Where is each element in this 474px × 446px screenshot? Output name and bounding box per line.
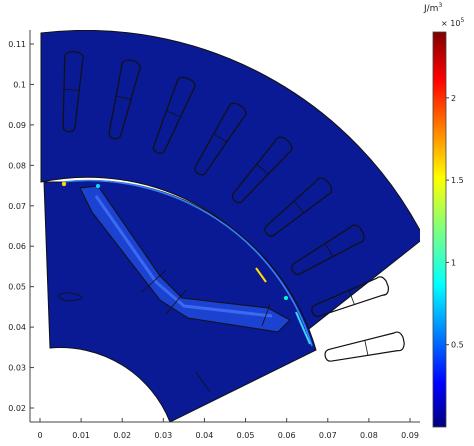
stator-slot <box>264 177 333 237</box>
stator-region <box>40 30 420 333</box>
stator-slot-divider <box>256 163 269 175</box>
stator-slot-divider <box>115 95 132 100</box>
y-tick-label: 0.06 <box>8 242 26 251</box>
stator-slot-divider <box>348 289 355 306</box>
stator-slot <box>291 224 365 276</box>
stator-slot <box>152 76 196 154</box>
stator-slot <box>324 331 405 362</box>
y-tick-label: 0.07 <box>8 202 26 211</box>
stator-slot-divider <box>63 88 80 91</box>
x-tick-label: 0.07 <box>319 431 337 440</box>
y-tick-label: 0.08 <box>8 161 26 170</box>
colorbar <box>432 31 447 428</box>
stator-slot-outline <box>291 224 365 276</box>
y-tick-label: 0.02 <box>8 404 26 413</box>
stator-slot <box>194 102 247 176</box>
colorbar-unit: J/m3 <box>423 2 442 14</box>
x-tick-label: 0.08 <box>360 431 378 440</box>
y-tick-label: 0.03 <box>8 364 26 373</box>
y-tick-label: 0.05 <box>8 283 26 292</box>
x-tick-label: 0.04 <box>196 431 214 440</box>
x-tick-label: 0.02 <box>113 431 131 440</box>
air-gap-arc <box>61 179 313 347</box>
colorbar-tick-label: 2 <box>451 94 456 103</box>
colorbar-scale: × 105 <box>441 17 464 28</box>
stator-slot-outline <box>324 331 405 362</box>
hotspot <box>295 311 311 345</box>
stator-slot-outline <box>194 102 247 176</box>
stator-slot-divider <box>213 133 228 143</box>
stator-slot-outline <box>62 51 84 133</box>
x-tick-label: 0.03 <box>154 431 172 440</box>
stator-slot <box>311 276 389 318</box>
stator-slot-outline <box>311 276 389 318</box>
hotspot <box>96 184 100 188</box>
stator-slot <box>231 136 293 204</box>
stator-slot-divider <box>165 110 182 118</box>
x-tick-label: 0.05 <box>237 431 255 440</box>
stator-slot-outline <box>264 177 333 237</box>
hotspot <box>284 296 288 300</box>
x-tick-label: 0.01 <box>72 431 90 440</box>
y-tick-label: 0.09 <box>8 121 26 130</box>
y-tick-label: 0.11 <box>8 40 26 49</box>
colorbar-tick-label: 1 <box>451 258 456 267</box>
x-tick-label: 0 <box>37 431 42 440</box>
colorbar-tick-label: 1.5 <box>451 176 464 185</box>
stator-slot-divider <box>364 339 369 356</box>
magnet-divider <box>261 303 271 327</box>
y-tick-label: 0.04 <box>8 323 26 332</box>
stator-slot-outline <box>231 136 293 204</box>
colorbar-tick-label: 0.5 <box>451 341 464 350</box>
stator-slot <box>108 59 141 140</box>
stator-slot-divider <box>293 200 305 214</box>
y-tick-label: 0.1 <box>13 80 26 89</box>
stator-slot-outline <box>108 59 141 140</box>
rotor-feature <box>57 292 83 302</box>
stator-slot-divider <box>324 242 334 258</box>
rotor-feature <box>195 371 211 393</box>
x-tick-label: 0.06 <box>278 431 296 440</box>
stator-slot-outline <box>152 76 196 154</box>
stator-slot <box>62 51 84 133</box>
hotspot <box>255 267 267 283</box>
x-tick-label: 0.09 <box>401 431 419 440</box>
hotspot <box>61 181 67 187</box>
magnet-divider <box>141 269 167 293</box>
magnet-divider <box>165 289 187 315</box>
magnet-barrier-inner <box>94 195 273 318</box>
